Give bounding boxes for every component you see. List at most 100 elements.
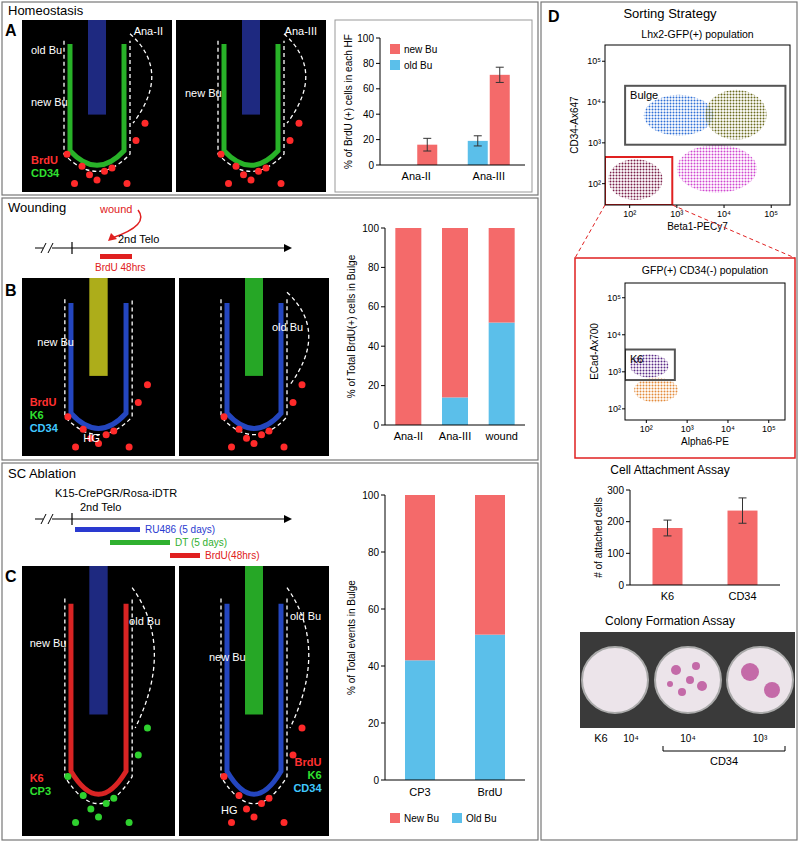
bar xyxy=(475,495,505,635)
micrograph-content xyxy=(64,566,154,826)
stained-cell xyxy=(281,819,288,826)
panel-frame xyxy=(2,2,538,195)
hair-shaft xyxy=(245,278,263,376)
micrograph xyxy=(22,278,175,456)
stained-cell xyxy=(64,413,71,420)
timeline-break xyxy=(41,243,46,253)
error-cap xyxy=(474,145,482,146)
hair-shaft xyxy=(89,566,107,715)
bar xyxy=(489,228,515,323)
bar xyxy=(405,495,435,660)
stained-cell xyxy=(236,426,243,433)
chart-title: GFP(+) CD34(-) population xyxy=(642,264,768,276)
stained-cell xyxy=(228,444,235,451)
stain-ring xyxy=(71,604,126,794)
y-tick-label: 0 xyxy=(368,160,374,171)
y-tick-label: 40 xyxy=(363,109,375,120)
micrograph xyxy=(176,20,326,192)
timeline-label: BrdU 48hrs xyxy=(95,262,146,273)
y-tick-label: 40 xyxy=(368,661,380,672)
event-cluster xyxy=(634,378,678,403)
y-tick-label: 60 xyxy=(368,604,380,615)
legend-label: New Bu xyxy=(404,813,439,824)
channel-label: CD34 xyxy=(293,782,322,794)
stained-cell xyxy=(266,795,273,802)
x-axis xyxy=(630,585,780,586)
x-axis-label: Alpha6-PE xyxy=(681,436,729,447)
y-tick-label: 40 xyxy=(368,341,380,352)
bar xyxy=(395,228,421,425)
bars xyxy=(395,228,514,425)
hair-shaft xyxy=(245,566,263,715)
panel-letter: D xyxy=(548,8,560,25)
stained-cell xyxy=(133,137,140,144)
channel-label: CP3 xyxy=(30,785,51,797)
stained-cell xyxy=(218,151,225,158)
y-tick-label: 80 xyxy=(363,58,375,69)
stain-ring xyxy=(70,44,124,165)
wound-arrowhead xyxy=(108,233,117,241)
channel-label: K6 xyxy=(30,772,44,784)
y-tick-label: 60 xyxy=(368,301,380,312)
stained-cell xyxy=(233,163,240,170)
x-tick xyxy=(687,420,688,423)
y-tick-label: 10² xyxy=(608,404,621,414)
y-axis-label: % of Total BrdU(+) cells in Bulge xyxy=(346,254,357,398)
x-tick-label: 10³ xyxy=(670,209,683,219)
bulge-outline xyxy=(64,41,130,172)
y-tick xyxy=(622,297,625,298)
y-tick xyxy=(381,666,385,667)
micrograph xyxy=(179,566,329,836)
y-tick xyxy=(376,114,380,115)
stained-cell xyxy=(281,444,288,451)
x-tick xyxy=(771,205,772,208)
image-label: Ana-II xyxy=(134,25,163,37)
y-tick-label: 0 xyxy=(373,420,379,431)
x-tick-label: Ana-II xyxy=(402,170,431,182)
x-tick-label: 10⁴ xyxy=(721,424,735,434)
stained-cell xyxy=(248,176,255,183)
gate-label: Bulge xyxy=(630,89,658,101)
stained-cell xyxy=(258,800,265,807)
x-tick-label: 10² xyxy=(640,424,653,434)
old-bulge-outline xyxy=(132,588,154,728)
hair-shaft xyxy=(88,20,106,115)
stained-cell xyxy=(95,814,102,821)
colony xyxy=(686,676,694,684)
x-tick-label: CD34 xyxy=(728,590,756,602)
image-label: Ana-III xyxy=(285,25,317,37)
chart-title: Cell Attachment Assay xyxy=(610,463,729,477)
x-tick xyxy=(676,205,677,208)
y-tick xyxy=(376,139,380,140)
channel-label: CD34 xyxy=(31,167,60,179)
stained-cell xyxy=(103,800,110,807)
x-axis xyxy=(385,780,525,781)
bulge-outline xyxy=(65,598,132,803)
bar xyxy=(490,75,510,165)
legend-label: Old Bu xyxy=(466,813,497,824)
bulge-outline xyxy=(218,41,284,172)
zoom-line xyxy=(672,205,795,258)
timeline-bar xyxy=(110,540,170,545)
stained-cell xyxy=(144,381,151,388)
y-axis-label: % of BrdU (+) cells in each HF xyxy=(343,34,354,169)
stained-cell xyxy=(299,725,306,732)
x-tick-label: Ana-III xyxy=(439,430,471,442)
colony xyxy=(678,688,686,696)
gate xyxy=(625,86,785,145)
bar xyxy=(442,228,468,397)
colony xyxy=(667,681,673,687)
y-tick xyxy=(626,585,630,586)
stained-cell xyxy=(124,180,131,187)
stain-ring xyxy=(224,44,278,165)
micrograph-content xyxy=(64,278,151,451)
error-bar xyxy=(664,520,672,536)
image-label: HG xyxy=(83,432,100,444)
y-tick xyxy=(381,723,385,724)
timeline-axis xyxy=(35,518,290,519)
stained-cell xyxy=(103,431,110,438)
error-cap xyxy=(664,520,672,521)
legend-swatch xyxy=(452,813,462,823)
y-tick xyxy=(381,495,385,496)
stained-cell xyxy=(86,171,93,178)
